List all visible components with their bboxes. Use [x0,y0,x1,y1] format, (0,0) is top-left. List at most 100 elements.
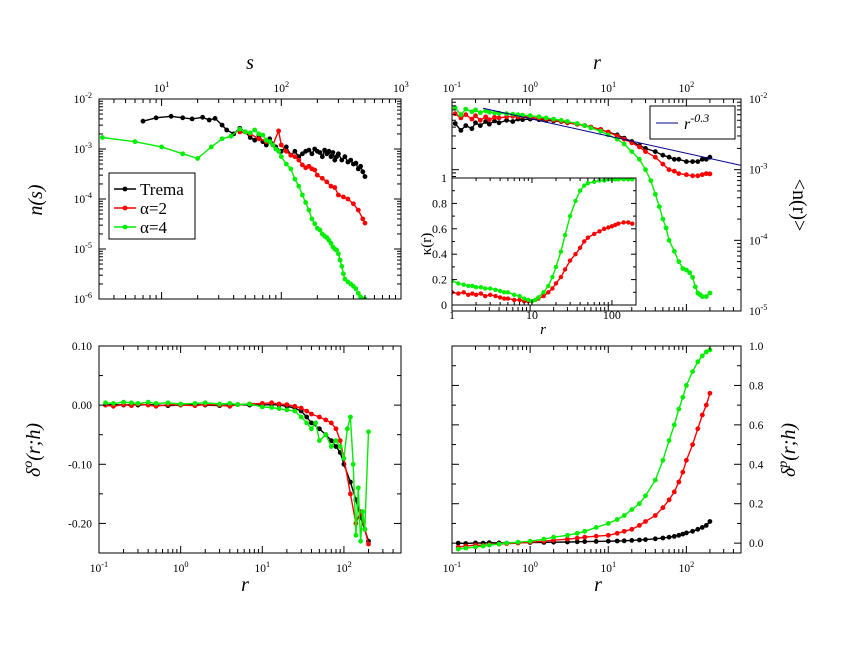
series--2-point [695,426,701,432]
series--4-point [621,513,627,518]
series--2-point [690,173,695,179]
series--4-point [469,109,475,115]
series--2-point [699,412,705,418]
tick-label-base: 10 [522,563,534,575]
series--4-point [680,266,686,271]
series-trema-point [180,115,186,121]
series--2-point [328,420,334,426]
series--4-point [317,227,323,233]
series--4-point [296,183,302,189]
y-tick-label: 10-3 [74,141,92,156]
series--4-point [461,282,466,287]
series--2-point [288,152,294,158]
series--2-point [676,479,682,485]
series--4-point [355,485,361,491]
series-trema-point [510,119,516,124]
series--2-point [707,171,713,177]
series--2-point [276,401,282,407]
legend-label-base: r [684,116,691,133]
y-axis-title: δp(r;h) [776,423,800,477]
series--4-point [333,438,339,443]
series--4-point [483,286,488,291]
series--2-point [493,293,498,299]
series--2-point [614,530,620,536]
tick-label-base: 10 [600,563,612,575]
tick-label-base: 10 [600,83,612,95]
series-trema-point [452,121,458,126]
inset-background [452,178,636,305]
series--4-point [328,444,334,449]
tick-label-exponent: -3 [85,141,92,150]
series-trema-point [660,152,666,158]
series--4-point [477,110,483,116]
series--2-point [660,161,666,167]
series--4-point [463,545,469,551]
y-tick-label: 1.0 [749,341,764,353]
series--2-point [466,292,471,297]
x-tick-label: 10-1 [90,560,108,575]
y-tick-label: 10-4 [749,232,767,247]
series--2-point [593,533,599,539]
series--2-point [319,175,325,181]
y-tick-label: 10-5 [749,303,767,318]
series-trema-point [629,538,635,543]
series-trema-point [200,114,206,120]
series--2-point [259,401,265,406]
series--2-point [643,519,648,524]
series--4-point [517,293,522,299]
tick-label-exponent: -2 [85,91,92,100]
series--2-point [602,226,607,231]
legend-label: α=2 [140,199,167,218]
tick-label-exponent: 1 [612,80,616,89]
series-trema-point [621,538,627,544]
series--2-point [496,115,502,121]
series-trema-point [353,160,359,166]
series--4-point [270,142,276,148]
series--4-point [228,133,234,139]
series--4-point [676,406,682,412]
series--2-point [477,117,483,123]
series--4-point [536,295,541,300]
series--2-point [626,220,631,225]
series--4-point [663,225,669,231]
legend-label: α=4 [140,218,167,237]
series--4-point [192,401,198,406]
series--4-point [455,546,461,552]
series--4-point [309,216,315,222]
series--2-line [105,402,370,545]
series--2-point [300,162,305,168]
x-axis-title: r [241,574,249,596]
series--4-point [550,274,555,280]
series--4-point [652,477,658,483]
series--2-point [323,417,329,423]
series--4-point [592,179,597,184]
series--2-point [478,291,484,296]
legend-label: r-0.3 [684,111,709,133]
series--2-point [292,403,298,409]
series--2-point [517,297,522,303]
series--4-point [135,401,141,406]
legend-marker [122,224,128,230]
series--2-point [666,497,672,503]
series--2-point [341,194,346,200]
series-r-0-3-line [482,107,741,166]
series--4-point [671,422,677,428]
series--4-point [313,420,318,426]
series--4-point [541,536,547,542]
series-trema-point [252,137,258,143]
series-trema-point [703,523,709,528]
series-trema-point [317,150,323,155]
series-trema-point [676,156,682,162]
y-axis-title-base: δ [23,467,45,477]
tick-label-exponent: 0 [534,560,538,569]
tick-label-exponent: 2 [690,560,694,569]
series--4-point [470,283,475,289]
series--4-point [643,167,648,173]
series--4-point [687,270,692,275]
tick-label-exponent: 1 [612,560,616,569]
tick-label-exponent: 2 [285,80,289,89]
series--4-point [505,290,511,295]
